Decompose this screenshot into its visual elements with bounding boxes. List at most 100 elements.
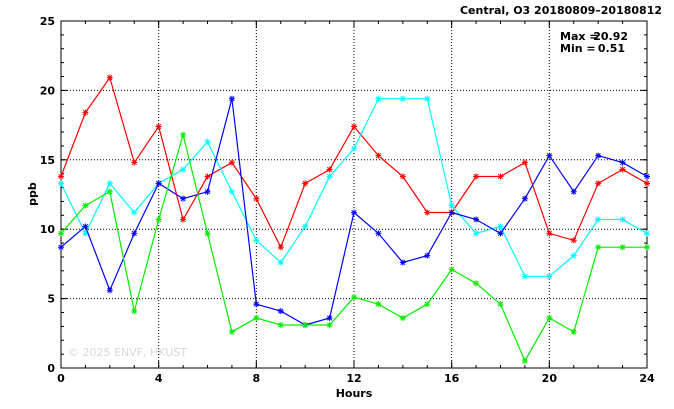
data-point — [473, 173, 480, 180]
data-point — [228, 159, 235, 166]
x-tick-label: 0 — [57, 372, 65, 385]
data-point — [521, 159, 528, 166]
data-point — [204, 173, 211, 180]
min-label: Min = — [560, 42, 596, 55]
data-point — [82, 109, 89, 116]
x-tick-label: 12 — [346, 372, 361, 385]
data-point — [473, 230, 480, 237]
data-point — [375, 152, 382, 159]
axis-ticks — [60, 20, 648, 369]
data-point — [302, 223, 309, 230]
max-label: Max = — [560, 30, 599, 43]
watermark: © 2025 ENVF, HKUST — [68, 346, 187, 359]
data-point — [131, 308, 138, 315]
data-point — [277, 321, 284, 328]
data-point — [106, 74, 113, 81]
data-point — [644, 230, 650, 237]
y-tick-label: 25 — [40, 15, 55, 28]
data-point — [375, 230, 382, 237]
data-point — [595, 152, 602, 159]
data-point — [644, 180, 650, 187]
data-point — [424, 95, 431, 102]
data-point — [326, 173, 333, 180]
data-point — [253, 301, 260, 308]
data-point — [131, 159, 138, 166]
data-point — [399, 315, 406, 322]
chart-title: Central, O3 20180809–20180812 — [460, 4, 662, 17]
data-point — [204, 188, 211, 195]
data-point — [619, 244, 626, 251]
data-point — [595, 244, 602, 251]
y-tick-label: 15 — [40, 154, 55, 167]
data-point — [131, 230, 138, 237]
x-tick-label: 4 — [155, 372, 163, 385]
data-point — [546, 230, 553, 237]
y-axis-label: ppb — [26, 182, 39, 206]
stats-box: Max = 20.92 Min = 0.51 — [560, 30, 628, 55]
data-point — [619, 159, 626, 166]
data-point — [473, 216, 480, 223]
data-point — [58, 180, 64, 187]
y-tick-label: 10 — [40, 223, 56, 236]
data-point — [448, 202, 455, 209]
data-point — [570, 328, 577, 335]
data-point — [180, 216, 187, 223]
x-axis-label: Hours — [336, 387, 373, 400]
data-point — [180, 195, 187, 202]
data-point — [619, 216, 626, 223]
data-point — [277, 308, 284, 315]
data-series — [58, 74, 650, 364]
data-point — [424, 301, 431, 308]
data-point — [497, 223, 504, 230]
data-point — [302, 180, 309, 187]
data-point — [106, 188, 113, 195]
x-tick-label: 20 — [542, 372, 558, 385]
data-point — [521, 195, 528, 202]
data-point — [473, 280, 480, 287]
data-point — [277, 259, 284, 266]
x-tick-label: 24 — [639, 372, 655, 385]
data-point — [351, 145, 357, 152]
data-point — [424, 209, 431, 216]
data-point — [228, 188, 235, 195]
series-4 — [58, 131, 650, 364]
data-point — [106, 180, 113, 187]
min-value: 0.51 — [598, 42, 625, 55]
data-point — [326, 166, 333, 173]
data-point — [497, 173, 504, 180]
data-point — [204, 230, 211, 237]
data-point — [570, 252, 577, 259]
data-point — [228, 95, 235, 102]
data-point — [351, 209, 357, 216]
data-point — [180, 131, 187, 138]
data-point — [302, 321, 309, 328]
data-point — [521, 357, 528, 364]
data-point — [253, 315, 260, 322]
data-point — [644, 244, 650, 251]
data-point — [595, 216, 602, 223]
data-point — [399, 173, 406, 180]
data-point — [595, 180, 602, 187]
data-point — [351, 294, 357, 301]
data-point — [155, 180, 162, 187]
data-point — [204, 138, 211, 145]
data-point — [228, 328, 235, 335]
grid-lines — [61, 21, 647, 368]
data-point — [277, 244, 284, 251]
data-point — [399, 95, 406, 102]
data-point — [58, 244, 64, 251]
y-tick-label: 0 — [47, 362, 55, 375]
data-point — [106, 287, 113, 294]
y-tick-label: 5 — [47, 293, 55, 306]
series-1 — [58, 74, 650, 251]
data-point — [82, 202, 89, 209]
data-point — [570, 237, 577, 244]
data-point — [546, 315, 553, 322]
data-point — [253, 237, 260, 244]
data-point — [497, 301, 504, 308]
data-point — [326, 321, 333, 328]
data-point — [58, 230, 64, 237]
data-point — [155, 216, 162, 223]
x-tick-label: 8 — [253, 372, 261, 385]
